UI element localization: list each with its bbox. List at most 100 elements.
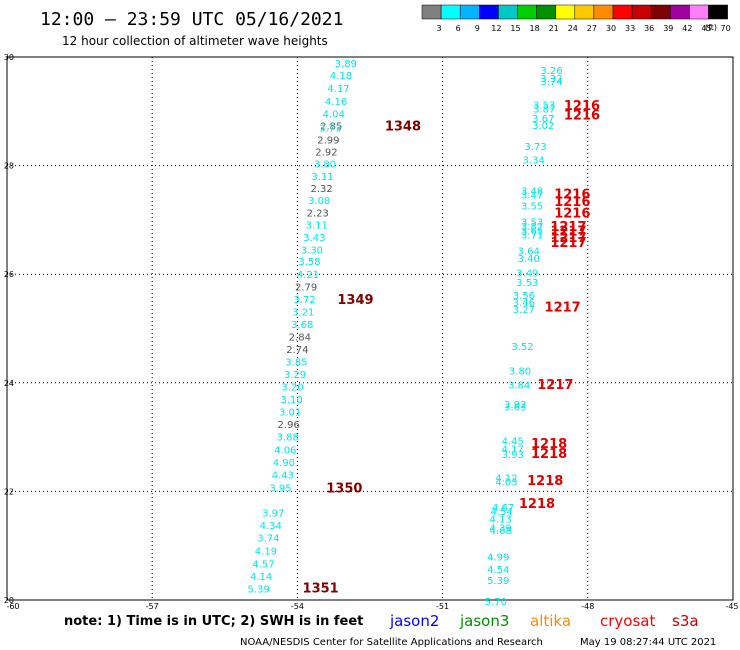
longitude-label: -60 [6,602,19,611]
wave-height-value: 4.16 [325,97,347,108]
wave-height-value: 4.68 [490,526,512,537]
map-frame [6,56,734,601]
pass-time-label: 1217 [550,224,586,239]
pass-time-label: 1349 [337,293,373,308]
colorbar-label: 21 [549,24,559,33]
wave-height-value: 4.17 [502,445,524,456]
legend-jason3: jason3 [459,612,509,630]
colorbar-swatch [479,4,499,20]
wave-height-value: 3.11 [311,172,333,183]
latitude-label: 26 [4,270,14,279]
colorbar-label: 45 [701,24,711,33]
wave-height-value: 3.08 [308,196,330,207]
colorbar-label: 36 [644,24,654,33]
colorbar-label: 9 [475,24,480,33]
wave-height-value: 4.13 [490,515,512,526]
wave-height-value: 2.74 [286,345,308,356]
colorbar-swatch [612,4,633,20]
footer-timestamp: May 19 08:27:44 UTC 2021 [580,637,716,648]
wave-height-value: 3.27 [513,305,535,316]
latitude-label: 22 [4,487,14,496]
wave-height-value: 3.80 [314,159,336,170]
colorbar-swatch [555,4,576,20]
wave-height-value: 3.72 [294,295,316,306]
colorbar-label: 30 [606,24,616,33]
wave-height-value: 4.43 [272,471,294,482]
wave-height-value: 3.63 [504,403,526,414]
colorbar-swatch [574,4,595,20]
wave-height-value: 5.39 [248,585,270,596]
legend-jason2: jason2 [389,612,439,630]
pass-time-label: 1217 [550,236,586,251]
legend-altika: altika [530,612,571,630]
longitude-label: -54 [291,602,304,611]
wave-height-value: 4.19 [255,547,277,558]
pass-time-label: 1350 [326,482,362,497]
wave-height-value: 3.02 [532,121,554,132]
wave-height-value: 4.04 [323,110,345,121]
wave-height-value: 2.92 [315,148,337,159]
wave-height-value: 3.64 [518,246,540,257]
latitude-label: 20 [4,596,14,605]
wave-height-value: 3.49 [516,269,538,280]
wave-height-value: 3.88 [277,433,299,444]
wave-height-value: 4.18 [330,71,352,82]
wave-height-value: 3.89 [335,59,357,70]
wave-height-value: 3.53 [521,218,543,229]
pass-time-label: 1351 [303,582,339,597]
pass-time-label: 1217 [550,231,586,246]
wave-height-value: 3.52 [511,342,533,353]
wave-height-value: 4.14 [250,572,272,583]
legend-s3a: s3a [672,612,699,630]
wave-height-value: 3.73 [319,124,341,135]
units-note: note: 1) Time is in UTC; 2) SWH is in fe… [64,614,363,629]
satellite-legend: jason2 jason3 altika cryosat s3a [389,612,699,630]
wave-height-value: 5.39 [487,576,509,587]
colorbar-swatch [631,4,652,20]
colorbar-swatch [536,4,556,20]
longitude-label: -45 [725,602,738,611]
wave-height-value: 2.99 [317,136,339,147]
wave-height-value: 3.74 [540,77,562,88]
wave-height-value: 3.40 [518,254,540,265]
wave-height-value: 3.10 [280,395,302,406]
colorbar-label: 24 [568,24,578,33]
colorbar-swatch [421,4,442,20]
wave-height-value: 3.92 [504,400,526,411]
pass-time-label: 1217 [550,220,586,235]
wave-height-value: 4.54 [491,507,513,518]
wave-height-value: 3.93 [502,450,524,461]
wave-height-value: 2.23 [307,208,329,219]
footer-source: NOAA/NESDIS Center for Satellite Applica… [240,637,543,648]
colorbar-unit: (ft) [705,23,717,32]
colorbar-label: 3 [437,24,442,33]
wave-height-value: 3.11 [306,220,328,231]
wave-height-value: 3.80 [509,366,531,377]
wave-height-value: 3.20 [281,383,303,394]
wave-height-value: 3.32 [540,74,562,85]
latitude-label: 30 [4,53,14,62]
wave-height-value: 2.32 [310,184,332,195]
colorbar-swatch [459,4,480,20]
wave-height-value: 3.73 [524,142,546,153]
colorbar-swatch [689,4,709,20]
wave-height-colorbar: 3 6 9 12 15 18 21 24 27 30 33 36 39 42 45 70 [421,4,731,33]
wave-height-value: 3.74 [257,534,279,545]
wave-height-value: 3.71 [521,231,543,242]
longitude-label: -57 [146,602,159,611]
longitude-label: -51 [436,602,449,611]
longitude-label: -48 [581,602,594,611]
lat-lon-grid [7,57,733,600]
wave-height-value: 4.57 [252,560,274,571]
latitude-label: 24 [4,379,14,388]
colorbar-label: 33 [625,24,635,33]
map-title: 12:00 – 23:59 UTC 05/16/2021 [40,9,343,30]
wave-height-value: 3.97 [262,509,284,520]
pass-time-label: 1216 [564,109,600,124]
wave-height-value: 4.06 [274,446,296,457]
wave-height-value: 2.79 [295,283,317,294]
wave-height-value: 4.17 [327,84,349,95]
pass-time-label: 1218 [527,474,563,489]
